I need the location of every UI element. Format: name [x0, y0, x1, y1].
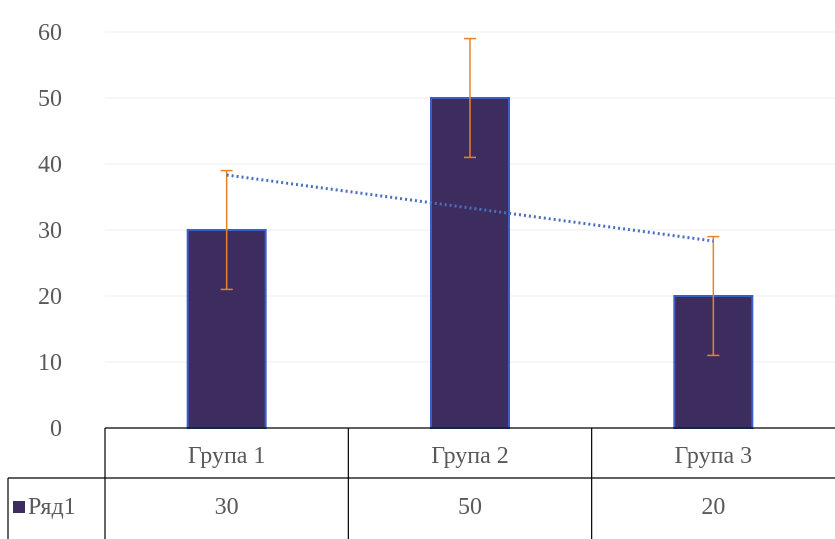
- error-bar-3: [707, 235, 720, 357]
- data-table-value: 30: [215, 494, 239, 520]
- y-tick-label: 20: [38, 284, 62, 310]
- trendline-line: [226, 173, 714, 243]
- error-bar-2: [464, 37, 476, 159]
- data-table: Група 1 Група 2 Група 3 Ряд1 30 50 20: [7, 427, 835, 539]
- y-tick-label: 0: [50, 416, 62, 442]
- data-table-value: 20: [701, 494, 725, 520]
- error-bars: [220, 37, 720, 357]
- bars: [186, 97, 754, 429]
- error-bar-1: [220, 169, 233, 291]
- y-tick-label: 60: [38, 20, 62, 46]
- trendline: [226, 173, 714, 243]
- data-table-value: 50: [458, 494, 482, 520]
- y-axis: 0 10 20 30 40 50 60: [38, 20, 62, 442]
- legend-series-label: Ряд1: [28, 494, 76, 520]
- y-tick-label: 10: [38, 350, 62, 376]
- x-category-label: Група 2: [431, 443, 509, 469]
- legend-swatch: [13, 501, 25, 513]
- x-category-label: Група 3: [675, 443, 753, 469]
- x-category-label: Група 1: [188, 443, 266, 469]
- y-tick-label: 50: [38, 86, 62, 112]
- y-tick-label: 40: [38, 152, 62, 178]
- y-tick-label: 30: [38, 218, 62, 244]
